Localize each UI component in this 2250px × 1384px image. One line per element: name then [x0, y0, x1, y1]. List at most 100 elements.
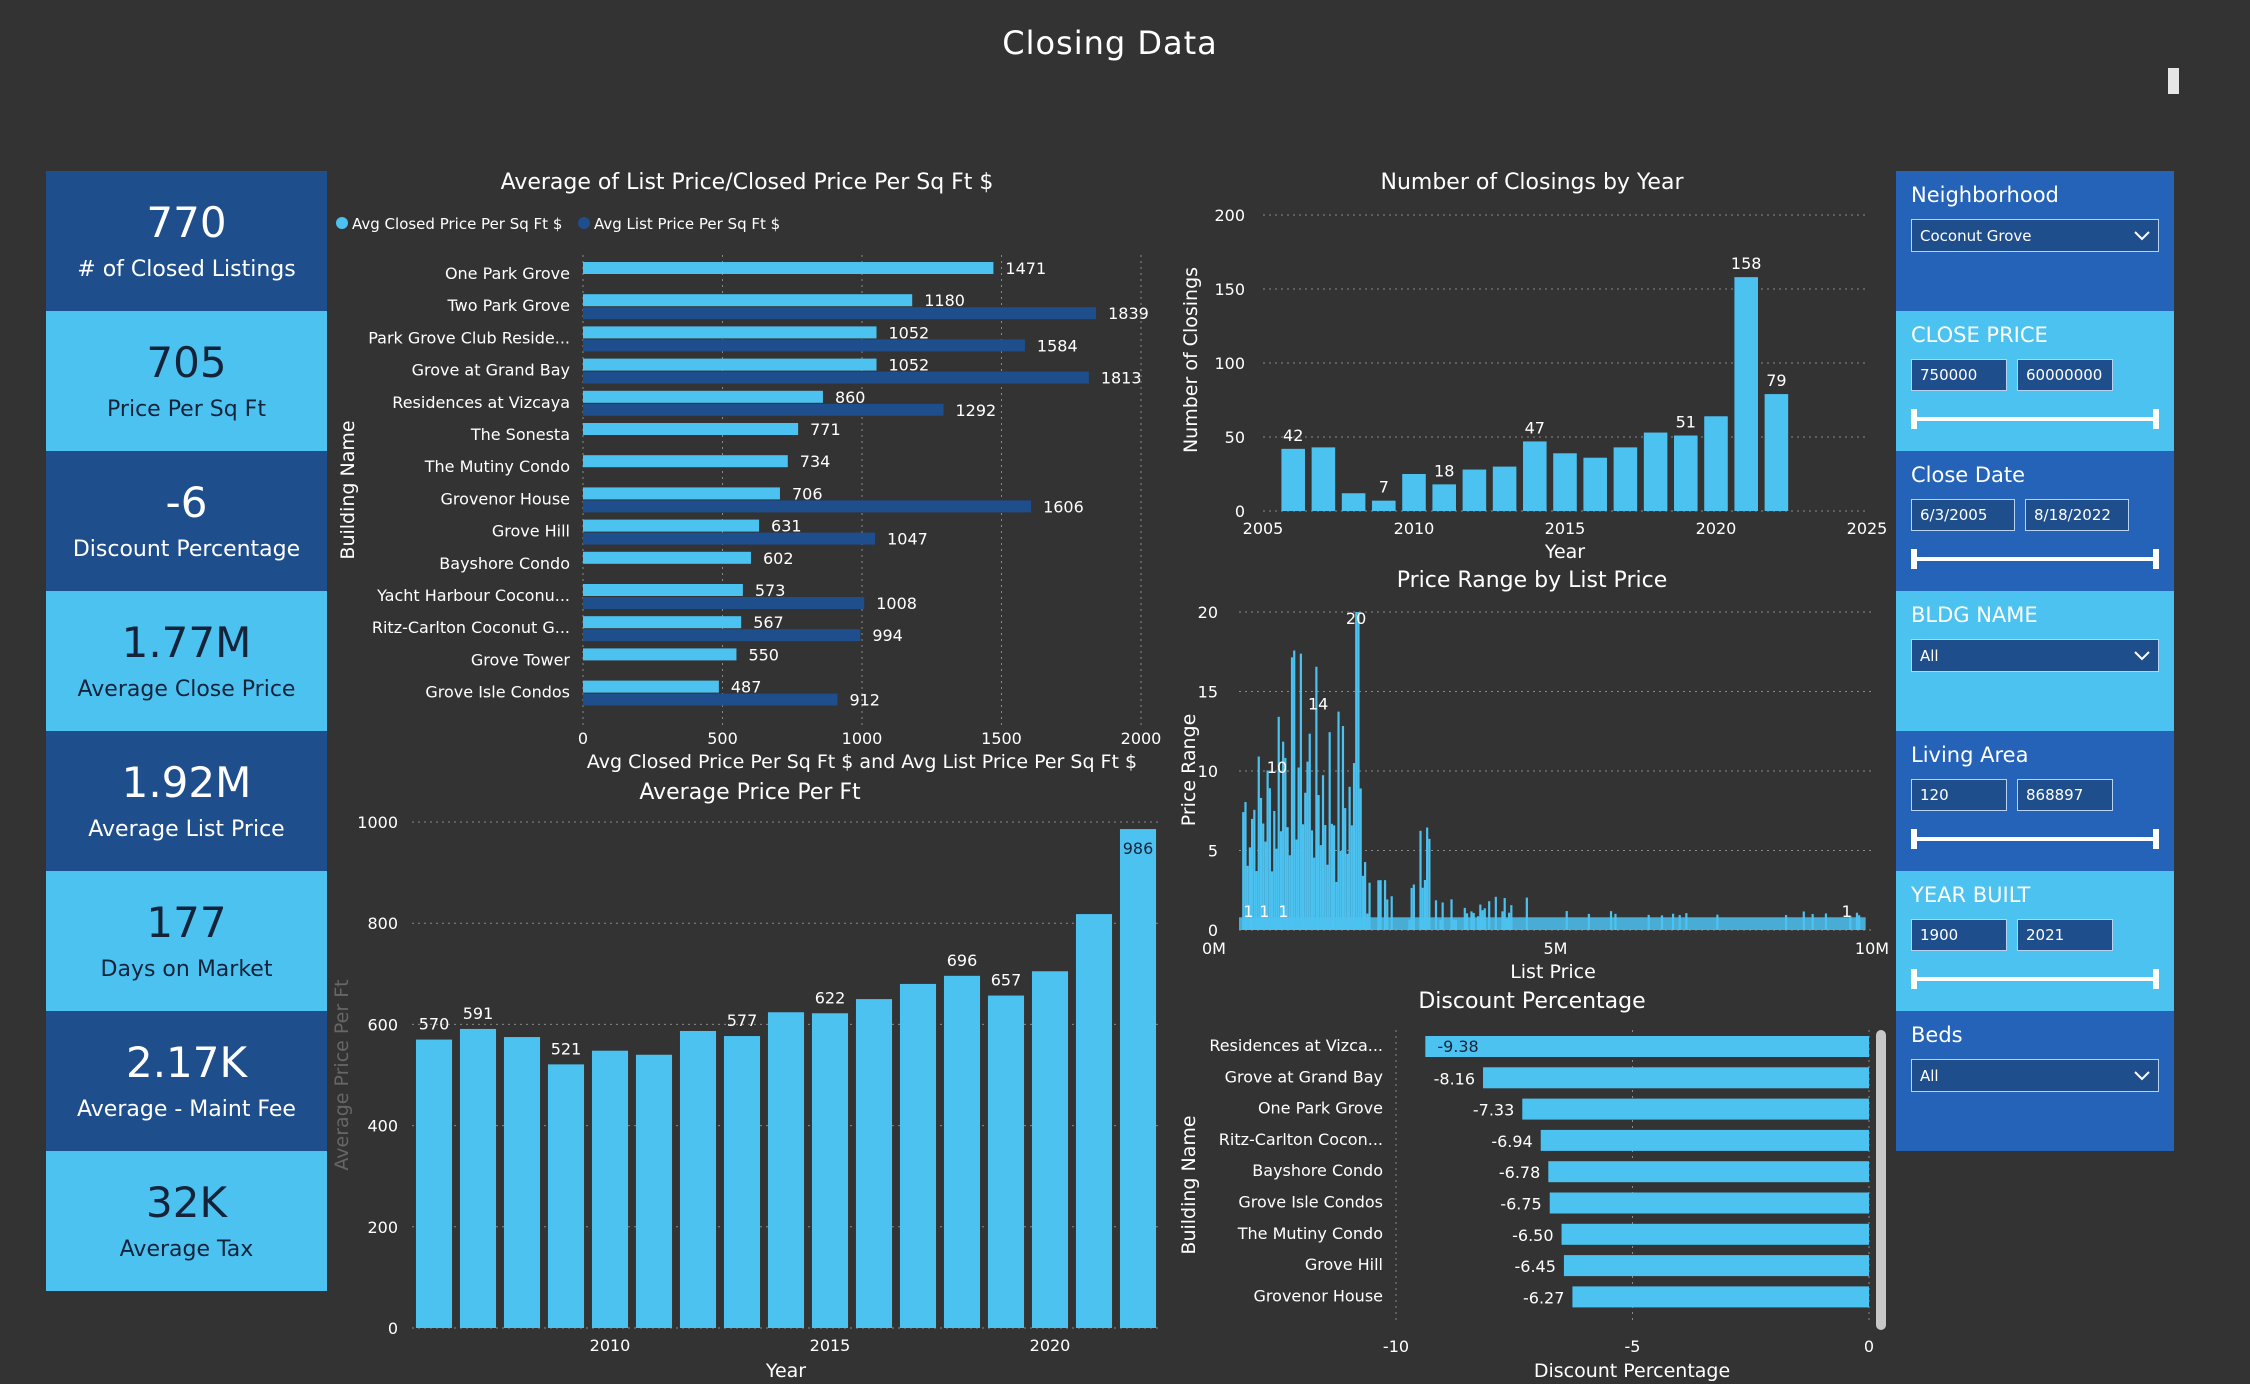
price-bar	[547, 1064, 585, 1328]
price-range-bar	[1357, 612, 1360, 930]
price-range-chart[interactable]: Price Range by List Price 0 5 10 15 20 0M 5M 10M…	[1175, 560, 1890, 980]
data-label: 158	[1731, 254, 1762, 273]
close-price-range-slider[interactable]	[1911, 409, 2159, 429]
y-axis-label: Building Name	[1178, 1115, 1200, 1254]
price-range-bar	[1390, 896, 1393, 930]
page-scroll-indicator[interactable]	[2168, 68, 2179, 94]
neighborhood-dropdown[interactable]: Coconut Grove	[1911, 219, 2159, 252]
x-tick-label: 500	[707, 729, 738, 748]
close-price-min-input[interactable]: 750000	[1911, 359, 2007, 391]
slider-min-handle[interactable]	[1911, 549, 1917, 569]
slider-track	[1915, 977, 2155, 981]
bar-closed	[583, 487, 780, 500]
discount-percentage-chart[interactable]: Discount Percentage -10 -5 0 Discount Percen…	[1175, 980, 1890, 1384]
y-tick-label: 0	[1235, 502, 1245, 521]
y-tick-label: 50	[1225, 428, 1245, 447]
slider-max-handle[interactable]	[2153, 829, 2159, 849]
closings-bar	[1432, 484, 1456, 511]
price-range-bar	[1282, 741, 1285, 930]
living-area-min-input[interactable]: 120	[1911, 779, 2007, 811]
data-label: -6.94	[1491, 1132, 1532, 1151]
y-tick-label: 100	[1214, 354, 1245, 373]
slicer-title: Beds	[1911, 1023, 1963, 1047]
y-axis-label: Average Price Per Ft	[331, 979, 353, 1170]
price-range-bar	[1304, 792, 1307, 930]
category-label: Grove Hill	[492, 522, 570, 541]
list-closed-price-chart[interactable]: Average of List Price/Closed Price Per S…	[330, 160, 1170, 780]
price-bar	[459, 1028, 497, 1328]
category-label: Two Park Grove	[447, 296, 570, 315]
living-area-range-slider[interactable]	[1911, 829, 2159, 849]
kpi-label: Average List Price	[88, 816, 285, 842]
data-label: -7.33	[1473, 1101, 1514, 1120]
dropdown-value: All	[1920, 646, 1939, 665]
data-label: 1047	[887, 530, 928, 549]
slicer-title: Neighborhood	[1911, 183, 2059, 207]
category-label: Ritz-Carlton Cocon...	[1219, 1130, 1383, 1149]
price-range-bar	[1423, 879, 1427, 930]
price-range-bar	[1297, 767, 1300, 930]
closings-by-year-chart[interactable]: Number of Closings by Year 0 50 100 150 200 20…	[1175, 160, 1890, 560]
kpi-value: 705	[146, 338, 227, 388]
data-label: 657	[991, 971, 1022, 990]
living-area-max-input[interactable]: 868897	[2017, 779, 2113, 811]
kpi-card: 177 Days on Market	[46, 871, 327, 1011]
data-label: 550	[748, 645, 779, 664]
slider-min-handle[interactable]	[1911, 409, 1917, 429]
price-range-bar	[1277, 716, 1280, 930]
discount-bar	[1540, 1129, 1869, 1151]
x-axis-label: List Price	[1510, 961, 1596, 980]
closings-bar	[1613, 447, 1638, 511]
price-range-bar	[1450, 899, 1453, 930]
data-label: 1052	[889, 356, 930, 375]
price-range-bar	[1337, 711, 1340, 930]
data-label: 1	[1259, 902, 1269, 921]
x-tick-label: 2020	[1030, 1336, 1071, 1355]
data-label: 1180	[924, 291, 965, 310]
slider-min-handle[interactable]	[1911, 829, 1917, 849]
bar-closed	[583, 519, 760, 532]
bldg-name-slicer: BLDG NAME All	[1896, 591, 2174, 731]
year-built-max-input[interactable]: 2021	[2017, 919, 2113, 951]
price-range-bar	[1286, 827, 1289, 930]
bldg-name-dropdown[interactable]: All	[1911, 639, 2159, 672]
bar-closed	[583, 390, 823, 403]
close-date-end-input[interactable]: 8/18/2022	[2025, 499, 2129, 531]
close-price-max-input[interactable]: 60000000	[2017, 359, 2113, 391]
bar-closed	[583, 648, 737, 661]
bar-list	[583, 339, 1025, 352]
slider-track	[1915, 417, 2155, 421]
y-tick-label: 10	[1198, 762, 1218, 781]
close-date-start-input[interactable]: 6/3/2005	[1911, 499, 2015, 531]
year-built-range-slider[interactable]	[1911, 969, 2159, 989]
data-label: 14	[1308, 694, 1328, 713]
x-tick-label: -5	[1625, 1337, 1641, 1356]
slider-max-handle[interactable]	[2153, 549, 2159, 569]
close-date-range-slider[interactable]	[1911, 549, 2159, 569]
living-area-slicer: Living Area 120 868897	[1896, 731, 2174, 871]
data-label: -6.50	[1512, 1226, 1553, 1245]
kpi-label: Average Close Price	[77, 676, 296, 702]
category-label: Bayshore Condo	[439, 554, 570, 573]
price-range-bar	[1328, 732, 1331, 930]
kpi-label: Discount Percentage	[72, 536, 301, 562]
y-tick-label: 15	[1198, 683, 1218, 702]
price-range-bar	[1257, 756, 1260, 930]
average-price-per-ft-chart[interactable]: Average Price Per Ft 0 200 400 600 800 1000 Ave…	[330, 775, 1170, 1384]
price-bar	[1075, 914, 1113, 1328]
category-label: Ritz-Carlton Coconut G...	[372, 618, 570, 637]
slider-max-handle[interactable]	[2153, 969, 2159, 989]
price-bar	[855, 999, 893, 1328]
price-bar	[1119, 829, 1157, 1328]
data-label: 734	[800, 452, 831, 471]
slider-max-handle[interactable]	[2153, 409, 2159, 429]
data-label: 591	[463, 1004, 494, 1023]
slider-min-handle[interactable]	[1911, 969, 1917, 989]
closings-bar	[1704, 416, 1728, 511]
category-label: Bayshore Condo	[1252, 1161, 1383, 1180]
beds-dropdown[interactable]: All	[1911, 1059, 2159, 1092]
price-bar	[899, 983, 937, 1328]
category-label: Grovenor House	[1254, 1286, 1383, 1305]
price-range-bar	[1310, 830, 1314, 930]
year-built-min-input[interactable]: 1900	[1911, 919, 2007, 951]
